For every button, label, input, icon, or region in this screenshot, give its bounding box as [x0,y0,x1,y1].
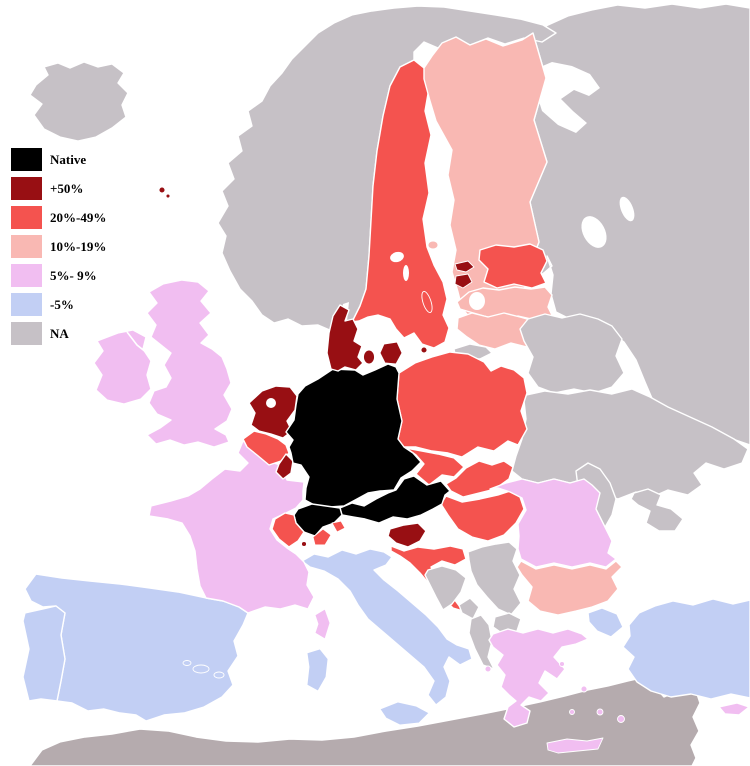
country-slovenia [387,522,427,548]
country-hungary [440,490,525,542]
country-ireland [93,329,152,405]
country-sweden [351,59,450,349]
country-belarus [519,313,625,394]
legend-swatch-20-49 [11,206,42,229]
island-ibiza [182,660,192,666]
island-menorca [213,671,225,679]
island-aegean-3 [596,708,604,716]
island-aegean-2 [580,685,588,693]
country-portugal [22,605,66,702]
country-romania [489,478,617,568]
legend-label-plus50: +50% [50,180,84,196]
country-united-kingdom [146,279,233,448]
region-switzerland-spot [301,541,307,547]
country-luxembourg [275,453,294,480]
region-turkish-thrace [587,607,624,638]
legend-item-na: NA [11,322,106,345]
island-sicily [379,701,430,726]
island-faroe-1 [158,186,166,194]
country-greece [488,628,589,728]
country-estonia [478,243,548,289]
country-iceland [29,61,129,142]
country-denmark [326,304,364,372]
island-mallorca [192,664,210,674]
legend-swatch-minus5 [11,293,42,316]
country-belgium [242,430,290,466]
sea-lake-vanern [390,251,404,263]
sea-lake-ladoga [581,216,607,248]
island-rhodes [617,715,625,723]
legend-item-20-49: 20%-49% [11,206,106,229]
legend-label-5-9: 5%- 9% [50,267,97,283]
sea-white-sea [533,62,600,133]
sea-gulf-of-riga [469,292,485,310]
legend-swatch-5-9 [11,264,42,287]
island-funen [363,349,375,365]
region-crimea [630,488,684,532]
legend: Native +50% 20%-49% 10%-19% 5%- 9% -5% N… [11,148,106,345]
country-turkey [622,598,750,700]
island-aegean-1 [559,661,565,667]
island-corsica [314,608,331,640]
legend-label-na: NA [50,325,69,341]
legend-swatch-na [11,322,42,345]
country-albania [468,614,495,670]
country-france [148,440,315,614]
legend-item-5-9: 5%- 9% [11,264,106,287]
country-bosnia [424,565,467,611]
country-germany [285,363,422,508]
region-switzerland-south-2 [331,520,346,533]
legend-item-native: Native [11,148,106,171]
legend-swatch-10-19 [11,235,42,258]
legend-swatch-plus50 [11,177,42,200]
country-poland [396,351,528,458]
island-gotland [421,291,433,313]
border-northern-ireland [126,331,148,354]
sea-lake-vattern [403,265,409,281]
country-italy [301,548,473,706]
legend-label-minus5: -5% [50,296,74,312]
country-ukraine [511,388,749,500]
island-corfu [484,665,492,673]
island-faroe-2 [165,193,171,199]
island-hiiumaa [454,273,473,289]
country-montenegro [458,597,480,620]
sea-ijsselmeer [266,398,276,408]
island-sardinia [306,648,329,692]
legend-item-10-19: 10%-19% [11,235,106,258]
country-serbia [467,541,522,616]
sea-lake-onega [619,196,635,222]
island-aland [427,240,439,250]
region-switzerland-south-1 [312,528,332,546]
island-saaremaa [454,260,475,273]
island-bornholm [420,346,428,354]
island-zealand [379,341,403,365]
island-crete [546,737,604,754]
country-cyprus [718,702,750,716]
legend-label-native: Native [50,151,87,167]
legend-label-10-19: 10%-19% [50,238,107,254]
region-north-africa [29,676,701,766]
legend-swatch-native [11,148,42,171]
legend-item-minus5: -5% [11,293,106,316]
legend-label-20-49: 20%-49% [50,209,107,225]
country-bulgaria [516,560,623,616]
country-czechia [405,447,465,486]
region-switzerland-west [271,512,305,548]
legend-item-plus50: +50% [11,177,106,200]
island-aegean-4 [569,709,575,715]
country-austria [339,475,451,524]
